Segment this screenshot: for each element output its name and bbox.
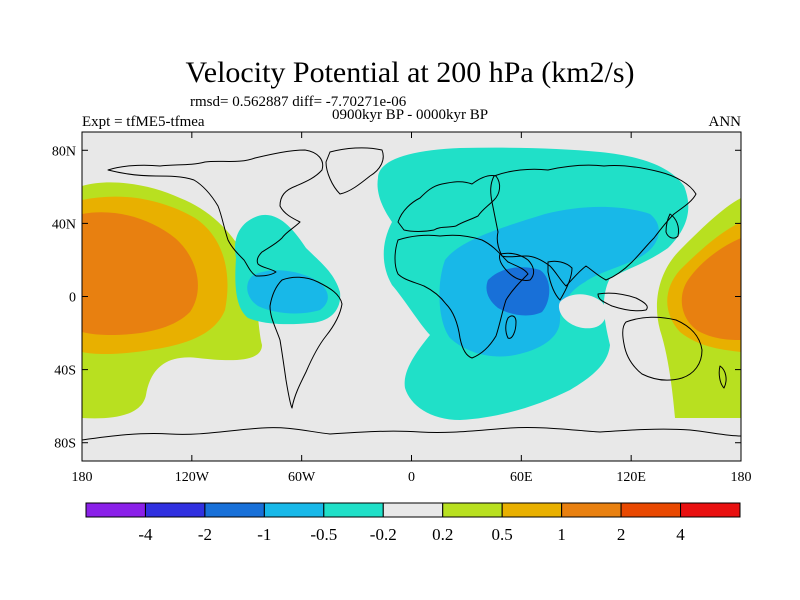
coast-africa [394,234,529,359]
contour-fill-neg-1-eurasia [486,267,550,316]
colorbar-swatch [382,502,444,518]
colorbar-label: 4 [676,525,685,544]
colorbar-swatch [204,502,265,518]
contour-fill-neg-0.5-eurasia [439,206,659,357]
y-tick-label: 80N [52,144,76,159]
colorbar-label: 0.5 [492,525,513,544]
coast-north-america [107,149,324,277]
coast-antarctica [82,426,741,441]
coastlines [82,147,741,441]
coast-japan [665,213,679,239]
x-tick-label: 60W [288,470,316,485]
colorbar-label: -0.2 [370,525,397,544]
contour-fill-neg-0.5-atlantic [247,270,328,314]
colorbar-swatch [680,502,741,518]
x-tick-label: 180 [72,470,93,485]
stats-line: rmsd= 0.562887 diff= -7.70271e-06 [190,94,407,110]
colorbar-swatch [501,502,563,518]
colorbar-label: -2 [198,525,212,544]
coast-australia [622,316,703,381]
x-tick-label: 60E [510,470,533,485]
coast-greenland [325,147,384,195]
coast-india [547,260,573,301]
season-label: ANN [709,114,742,130]
y-tick-label: 40N [52,217,76,232]
y-tick-label: 80S [54,437,76,452]
colorbar-swatch [85,502,146,518]
colorbar-label: 1 [557,525,566,544]
chart-title: Velocity Potential at 200 hPa (km2/s) [185,56,634,89]
experiment-label: Expt = tfME5-tfmea [82,114,205,130]
coast-arabia [499,252,535,281]
colorbar-label: -1 [257,525,271,544]
x-tick-label: 180 [731,470,752,485]
colorbar-swatch [144,502,206,518]
colorbar-label: -4 [138,525,153,544]
y-tick-label: 0 [69,291,76,306]
contour-fills [82,147,741,420]
y-tick-label: 40S [54,364,76,379]
coast-south-america [269,276,343,409]
coast-madagascar [505,315,517,339]
contour-hole-indian-ocean [558,294,607,329]
contour-fill-1-east [681,238,741,340]
colorbar-swatch [561,502,622,518]
coast-indonesia [597,292,648,312]
map-panel: 180 120W 60W 0 60E 120E 180 80N 40N 0 40S 80S [52,131,752,485]
colorbar-swatch [442,502,503,518]
colorbar-label: 0.2 [432,525,453,544]
colorbar-swatch [263,502,325,518]
coast-asia [490,164,697,287]
x-tick-label: 120W [175,470,210,485]
colorbar-swatch [323,502,384,518]
x-tick-label: 0 [408,470,415,485]
map-axes: 180 120W 60W 0 60E 120E 180 80N 40N 0 40S 80S [52,132,752,485]
coast-new-zealand [718,365,727,389]
x-tick-label: 120E [616,470,646,485]
contour-fill-1 [82,212,198,335]
colorbar: -4 -2 -1 -0.5 -0.2 0.2 0.5 1 2 4 [85,502,741,544]
colorbar-label: 2 [617,525,626,544]
colorbar-label: -0.5 [310,525,337,544]
coast-europe [397,175,501,232]
period-label: 0900kyr BP - 0000kyr BP [332,107,488,123]
colorbar-swatch [620,502,682,518]
